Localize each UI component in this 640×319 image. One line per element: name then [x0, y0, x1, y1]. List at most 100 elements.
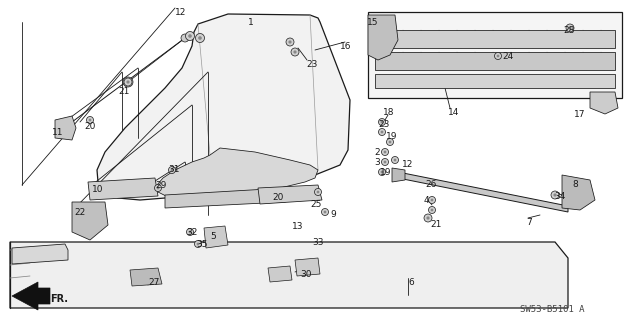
Polygon shape [375, 30, 615, 48]
Circle shape [195, 241, 202, 248]
Circle shape [381, 130, 383, 133]
Polygon shape [165, 188, 305, 208]
Text: 12: 12 [175, 8, 186, 17]
Text: 27: 27 [148, 278, 159, 287]
Polygon shape [10, 242, 568, 308]
Circle shape [196, 243, 200, 245]
Text: 16: 16 [340, 42, 351, 51]
Circle shape [429, 206, 435, 213]
Circle shape [431, 209, 433, 211]
Polygon shape [295, 258, 320, 276]
Circle shape [88, 119, 92, 122]
Circle shape [495, 53, 502, 60]
Text: 5: 5 [210, 232, 216, 241]
Polygon shape [72, 202, 108, 240]
Text: 10: 10 [92, 185, 104, 194]
Circle shape [383, 151, 387, 153]
Circle shape [317, 190, 319, 193]
Circle shape [171, 169, 173, 171]
Polygon shape [12, 244, 68, 264]
Circle shape [157, 187, 159, 189]
Polygon shape [268, 266, 292, 282]
Polygon shape [368, 12, 622, 98]
Text: 31: 31 [168, 165, 179, 174]
Polygon shape [204, 226, 228, 248]
Text: 25: 25 [310, 200, 321, 209]
Text: 2: 2 [374, 148, 380, 157]
Text: 17: 17 [574, 110, 586, 119]
Circle shape [431, 199, 433, 201]
Text: 26: 26 [425, 180, 436, 189]
Text: 28: 28 [563, 26, 574, 35]
Circle shape [378, 118, 385, 125]
Text: 22: 22 [74, 208, 85, 217]
Circle shape [381, 171, 383, 174]
Text: 21: 21 [430, 220, 442, 229]
Polygon shape [368, 15, 398, 60]
Text: 34: 34 [554, 192, 565, 201]
Text: 12: 12 [402, 160, 413, 169]
Polygon shape [157, 148, 318, 198]
Text: 19: 19 [380, 168, 392, 177]
Circle shape [381, 149, 388, 155]
Polygon shape [97, 14, 350, 200]
Circle shape [429, 197, 435, 204]
Circle shape [188, 34, 192, 38]
Text: FR.: FR. [50, 294, 68, 304]
Circle shape [123, 77, 133, 87]
Circle shape [181, 34, 189, 42]
Circle shape [127, 80, 129, 84]
Text: 23: 23 [306, 60, 317, 69]
Text: 18: 18 [383, 108, 394, 117]
Circle shape [324, 211, 326, 213]
Circle shape [387, 138, 394, 145]
Circle shape [388, 141, 392, 144]
Circle shape [286, 38, 294, 46]
Circle shape [124, 78, 132, 86]
Text: 20: 20 [272, 193, 284, 202]
Circle shape [424, 214, 432, 222]
Text: 14: 14 [448, 108, 460, 117]
Text: 11: 11 [52, 128, 63, 137]
Circle shape [186, 228, 193, 235]
Text: 19: 19 [386, 132, 397, 141]
Circle shape [378, 129, 385, 136]
Text: 6: 6 [408, 278, 413, 287]
Circle shape [394, 159, 396, 161]
Text: SW53-B5101 A: SW53-B5101 A [520, 305, 584, 314]
Circle shape [551, 191, 559, 199]
Text: 7: 7 [526, 218, 532, 227]
Text: 13: 13 [292, 222, 303, 231]
Polygon shape [375, 74, 615, 88]
Text: 9: 9 [330, 210, 336, 219]
Circle shape [426, 216, 429, 219]
Circle shape [293, 50, 296, 54]
Circle shape [168, 167, 175, 174]
Text: 35: 35 [196, 240, 207, 249]
Text: 24: 24 [502, 52, 513, 61]
Circle shape [497, 55, 499, 57]
Text: 4: 4 [424, 196, 429, 205]
Text: 8: 8 [572, 180, 578, 189]
Text: 3: 3 [374, 158, 380, 167]
Circle shape [378, 168, 385, 175]
Circle shape [291, 48, 299, 56]
Circle shape [195, 33, 205, 42]
Polygon shape [12, 282, 50, 310]
Polygon shape [375, 52, 615, 70]
Polygon shape [590, 92, 618, 114]
Circle shape [566, 24, 574, 32]
Circle shape [86, 116, 93, 123]
Text: 30: 30 [300, 270, 312, 279]
Circle shape [383, 160, 387, 163]
Circle shape [392, 157, 399, 164]
Circle shape [154, 184, 161, 191]
Text: 33: 33 [312, 238, 323, 247]
Polygon shape [55, 116, 76, 140]
Circle shape [554, 193, 557, 197]
Circle shape [568, 26, 572, 30]
Circle shape [321, 209, 328, 216]
Text: 21: 21 [118, 87, 129, 96]
Circle shape [314, 189, 321, 196]
Circle shape [186, 32, 195, 41]
